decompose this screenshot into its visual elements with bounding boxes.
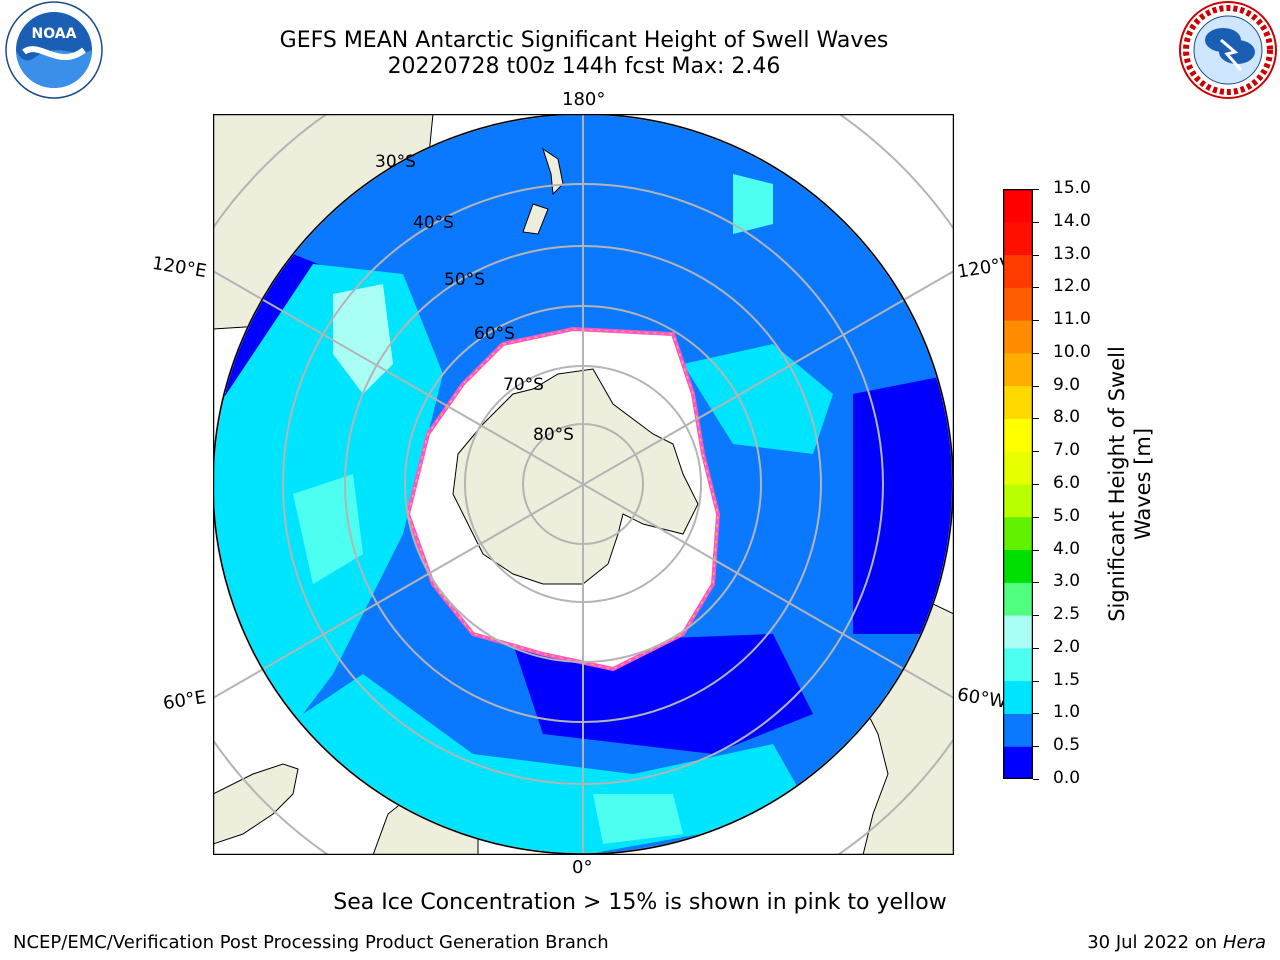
colorbar-tick-label: 15.0 bbox=[1053, 178, 1091, 198]
lat-label-60s: 60°S bbox=[474, 324, 515, 344]
colorbar-tick-label: 2.0 bbox=[1053, 636, 1081, 657]
colorbar-segment bbox=[1003, 254, 1033, 288]
colorbar-tick-mark bbox=[1033, 779, 1039, 780]
colorbar-segment bbox=[1003, 615, 1033, 649]
lat-label-50s: 50°S bbox=[444, 270, 485, 290]
footer-credit: NCEP/EMC/Verification Post Processing Pr… bbox=[13, 932, 609, 953]
colorbar-segment bbox=[1003, 189, 1033, 223]
lon-label-60w: 60°W bbox=[955, 684, 1009, 713]
colorbar bbox=[1003, 189, 1033, 779]
lat-label-80s: 80°S bbox=[533, 425, 574, 445]
colorbar-segment bbox=[1003, 746, 1033, 779]
colorbar-segment bbox=[1003, 451, 1033, 485]
colorbar-tick-mark bbox=[1033, 484, 1039, 485]
lat-label-40s: 40°S bbox=[413, 213, 454, 233]
colorbar-tick-label: 8.0 bbox=[1053, 407, 1081, 428]
footer-host: Hera bbox=[1222, 932, 1266, 953]
colorbar-tick-mark bbox=[1033, 713, 1039, 715]
new-zealand-land bbox=[522, 147, 564, 235]
lon-label-180: 180° bbox=[562, 89, 606, 110]
colorbar-tick-label: 10.0 bbox=[1053, 341, 1091, 362]
chart-subtitle: 20220728 t00z 144h fcst Max: 2.46 bbox=[387, 54, 781, 79]
high-swell-patch-4 bbox=[733, 174, 773, 234]
colorbar-tick-mark bbox=[1033, 254, 1039, 256]
colorbar-tick-label: 1.0 bbox=[1053, 702, 1081, 723]
colorbar-segment bbox=[1003, 680, 1033, 714]
colorbar-segment bbox=[1003, 352, 1033, 387]
colorbar-tick-label: 2.5 bbox=[1053, 604, 1081, 625]
footer-date: 30 Jul 2022 on Hera bbox=[1087, 932, 1266, 953]
colorbar-tick-label: 0.0 bbox=[1053, 768, 1081, 788]
colorbar-label-line2: Waves [m] bbox=[1131, 427, 1155, 541]
lat-label-30s: 30°S bbox=[375, 152, 416, 172]
lat-label-70s: 70°S bbox=[503, 375, 544, 395]
colorbar-tick-label: 6.0 bbox=[1053, 473, 1081, 493]
colorbar-tick-label: 12.0 bbox=[1053, 276, 1091, 297]
colorbar-tick-label: 3.0 bbox=[1053, 571, 1081, 592]
high-swell-patch-3 bbox=[593, 794, 683, 844]
colorbar-tick-mark bbox=[1033, 352, 1039, 354]
colorbar-tick-label: 11.0 bbox=[1053, 309, 1091, 330]
colorbar-tick-mark bbox=[1033, 746, 1039, 748]
colorbar-tick-mark bbox=[1033, 320, 1039, 322]
colorbar-segment bbox=[1003, 549, 1033, 583]
colorbar-segment bbox=[1003, 582, 1033, 616]
low-swell-region-east bbox=[853, 374, 953, 634]
colorbar-segment bbox=[1003, 647, 1033, 682]
antarctica-land bbox=[452, 368, 699, 585]
colorbar-tick-label: 0.5 bbox=[1053, 735, 1081, 756]
lon-label-120e: 120°E bbox=[150, 252, 209, 283]
colorbar-tick-mark bbox=[1033, 647, 1039, 649]
colorbar-tick-mark bbox=[1033, 385, 1039, 387]
colorbar-tick-label: 13.0 bbox=[1053, 243, 1091, 264]
colorbar-segment bbox=[1003, 385, 1033, 419]
colorbar-tick-mark bbox=[1033, 516, 1039, 518]
footer-date-text: 30 Jul 2022 on bbox=[1087, 932, 1223, 953]
colorbar-tick-mark bbox=[1033, 287, 1039, 289]
colorbar-segment bbox=[1003, 287, 1033, 321]
swell-height-map bbox=[213, 114, 954, 855]
colorbar-label-line1: Significant Height of Swell bbox=[1105, 346, 1129, 622]
colorbar-tick-mark bbox=[1033, 615, 1039, 617]
colorbar-segment bbox=[1003, 320, 1033, 354]
colorbar-tick-mark bbox=[1033, 221, 1039, 223]
colorbar-tick-mark bbox=[1033, 451, 1039, 453]
lon-label-0: 0° bbox=[572, 857, 593, 878]
nws-logo bbox=[1179, 1, 1277, 99]
colorbar-tick-mark bbox=[1033, 549, 1039, 551]
colorbar-tick-mark bbox=[1033, 418, 1039, 420]
colorbar-tick-mark bbox=[1033, 582, 1039, 584]
colorbar-tick-label: 4.0 bbox=[1053, 538, 1081, 559]
svg-text:NOAA: NOAA bbox=[32, 26, 77, 42]
colorbar-tick-mark bbox=[1033, 189, 1039, 190]
colorbar-tick-label: 9.0 bbox=[1053, 374, 1081, 395]
colorbar-segment bbox=[1003, 418, 1033, 452]
africa-land bbox=[213, 763, 299, 845]
colorbar-tick-label: 7.0 bbox=[1053, 440, 1081, 461]
colorbar-tick-label: 14.0 bbox=[1053, 210, 1091, 231]
colorbar-tick-label: 5.0 bbox=[1053, 505, 1081, 526]
noaa-logo: NOAA bbox=[5, 1, 103, 99]
colorbar-segment bbox=[1003, 484, 1033, 518]
colorbar-segment bbox=[1003, 221, 1033, 256]
colorbar-segment bbox=[1003, 516, 1033, 551]
colorbar-tick-label: 1.5 bbox=[1053, 669, 1081, 690]
colorbar-tick-mark bbox=[1033, 680, 1039, 682]
lon-label-60e: 60°E bbox=[161, 686, 208, 715]
chart-title: GEFS MEAN Antarctic Significant Height o… bbox=[279, 28, 889, 53]
sea-ice-caption: Sea Ice Concentration > 15% is shown in … bbox=[333, 890, 947, 915]
colorbar-segment bbox=[1003, 713, 1033, 747]
